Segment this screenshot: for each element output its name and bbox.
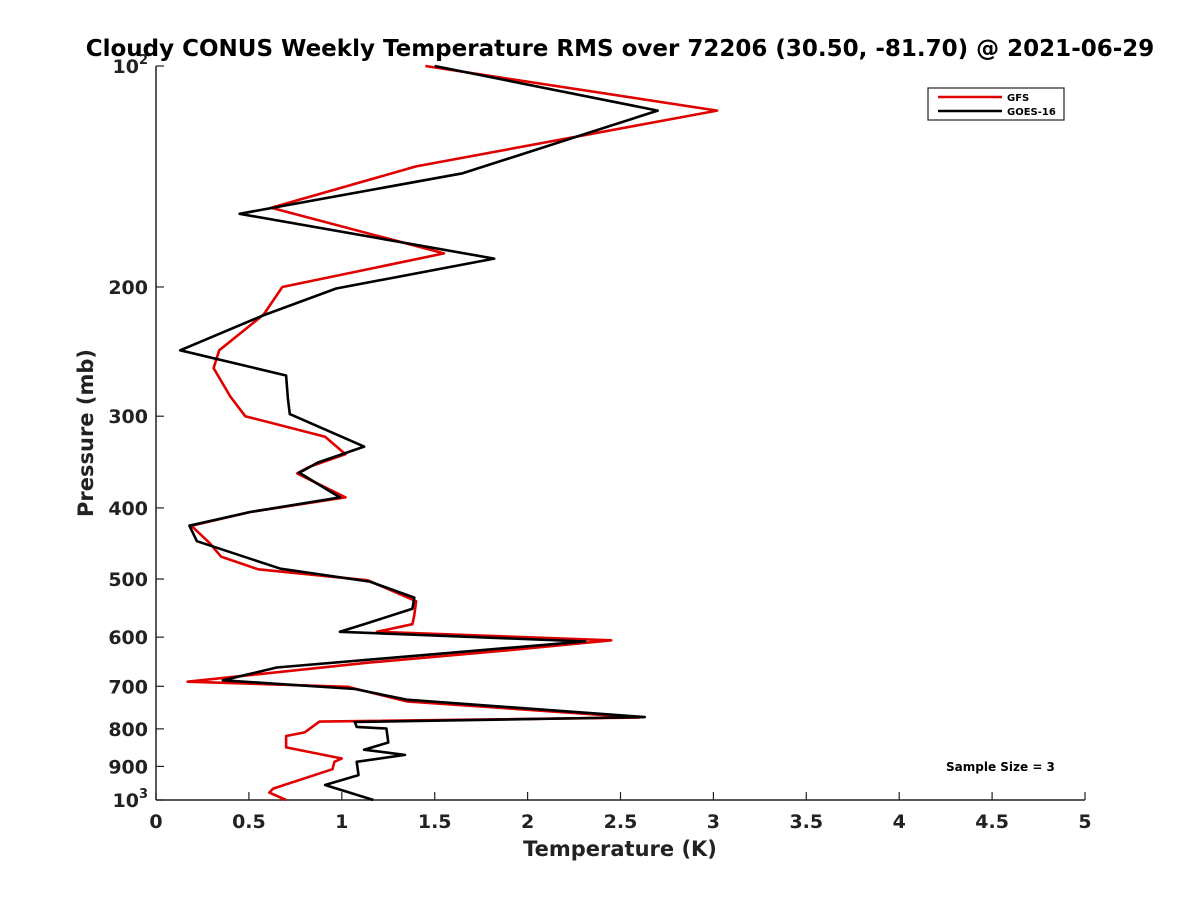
legend-label-goes-16: GOES-16 [1007, 107, 1056, 118]
x-tick-label: 0 [149, 811, 162, 833]
x-tick-label: 3.5 [789, 811, 823, 833]
y-axis-label: Pressure (mb) [74, 349, 98, 517]
x-axis-label: Temperature (K) [523, 837, 717, 861]
legend: GFS GOES-16 [927, 87, 1065, 121]
x-tick-label: 1 [335, 811, 348, 833]
y-tick-label: 103 [113, 787, 149, 812]
x-ticks: 0 0.5 1 1.5 2 2.5 3 3.5 4 4.5 5 [149, 792, 1092, 833]
x-tick-label: 4.5 [975, 811, 1009, 833]
series-group [178, 64, 719, 802]
series-line-goes-16 [178, 64, 660, 802]
y-tick-label: 900 [108, 756, 148, 778]
y-tick-label: 200 [108, 277, 148, 299]
y-tick-label: 600 [108, 627, 148, 649]
y-tick-label: 300 [108, 406, 148, 428]
legend-box [927, 87, 1065, 121]
plot-area: 0 0.5 1 1.5 2 2.5 3 3.5 4 4.5 5 102 200 300 400 500 600… [108, 53, 1091, 833]
y-tick-label: 700 [108, 676, 148, 698]
y-tick-label: 400 [108, 498, 148, 520]
y-tick-label: 800 [108, 719, 148, 741]
x-tick-label: 4 [893, 811, 906, 833]
y-ticks: 102 200 300 400 500 600 700 800 900 103 [108, 53, 164, 812]
x-tick-label: 1.5 [418, 811, 452, 833]
y-tick-label: 500 [108, 569, 148, 591]
x-tick-label: 3 [707, 811, 720, 833]
legend-label-gfs: GFS [1007, 93, 1029, 104]
chart-title: Cloudy CONUS Weekly Temperature RMS over… [86, 36, 1155, 62]
sample-size-annotation: Sample Size = 3 [946, 760, 1055, 774]
y-tick-label: 102 [113, 53, 149, 78]
x-tick-label: 5 [1078, 811, 1091, 833]
x-tick-label: 2.5 [604, 811, 638, 833]
legend-items: GFS GOES-16 [938, 93, 1056, 118]
x-tick-label: 2 [521, 811, 534, 833]
x-tick-label: 0.5 [232, 811, 266, 833]
